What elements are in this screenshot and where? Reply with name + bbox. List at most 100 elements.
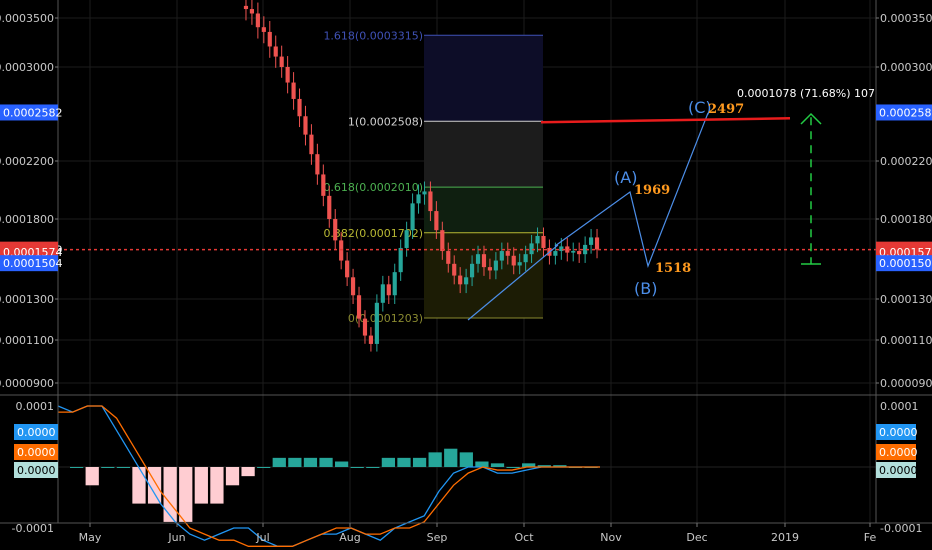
price-badge bbox=[0, 255, 58, 272]
wave-path bbox=[554, 112, 709, 268]
wave-label: (A) bbox=[614, 168, 637, 187]
candle-body bbox=[577, 251, 582, 255]
candle-body bbox=[255, 13, 260, 28]
osc-badge bbox=[876, 462, 916, 478]
x-tick-label: 2019 bbox=[771, 531, 799, 544]
fib-level-label: 0.382(0.0001702) bbox=[323, 227, 423, 240]
price-candles bbox=[58, 0, 876, 352]
histogram-bar bbox=[194, 467, 208, 504]
x-tick-label: Nov bbox=[600, 531, 622, 544]
candle-body bbox=[416, 194, 421, 204]
osc-badge-label: 0.0000 bbox=[879, 446, 918, 459]
measure-arrow bbox=[800, 112, 822, 125]
x-tick-label: Oct bbox=[514, 531, 534, 544]
osc-tick-label: 0.0001 bbox=[16, 400, 55, 413]
price-badge-label: 0.0001504 bbox=[3, 257, 63, 270]
y-tick-label: 0.0003000 bbox=[880, 61, 932, 74]
osc-badge-label: 0.0000 bbox=[879, 426, 918, 439]
target-line bbox=[540, 117, 791, 124]
histogram-bar bbox=[179, 467, 193, 522]
fib-band bbox=[424, 121, 543, 188]
histogram-bar bbox=[116, 467, 131, 468]
candle-body bbox=[362, 318, 368, 336]
x-tick-label: Aug bbox=[339, 531, 360, 544]
osc-tick-label: 0.0001 bbox=[880, 400, 919, 413]
candle-body bbox=[446, 251, 451, 264]
wave-drawings[interactable]: (A)1969 (B) 1518 (C)2497 0.0001078 (71.68%) … bbox=[467, 87, 875, 321]
x-tick-label: Fe bbox=[864, 531, 877, 544]
histogram-bar bbox=[475, 461, 489, 467]
candle-body bbox=[303, 116, 308, 135]
fib-band bbox=[424, 187, 543, 233]
candle-body bbox=[261, 27, 266, 32]
histogram-bar bbox=[381, 457, 396, 467]
x-tick-label: Dec bbox=[686, 531, 707, 544]
wave-number: 1518 bbox=[655, 261, 691, 276]
osc-badge-label: 0.0000 bbox=[17, 446, 56, 459]
fib-level-label: 1.618(0.0003315) bbox=[323, 29, 423, 42]
wave-number: 1969 bbox=[634, 183, 670, 198]
x-tick-label: Sep bbox=[427, 531, 448, 544]
candle-body bbox=[392, 272, 397, 296]
y-tick-label: 0.0001300 bbox=[0, 293, 54, 306]
candle-body bbox=[410, 203, 415, 231]
candle-body bbox=[267, 31, 272, 47]
histogram-bar bbox=[506, 467, 520, 468]
histogram-bar bbox=[397, 457, 411, 467]
fib-level-label: 1(0.0002508) bbox=[348, 115, 423, 128]
candle-body bbox=[333, 219, 338, 241]
histogram-bar bbox=[163, 467, 177, 522]
candle-body bbox=[535, 235, 540, 244]
histogram-bar bbox=[350, 467, 364, 468]
price-badge bbox=[876, 104, 932, 121]
histogram-bar bbox=[428, 452, 442, 467]
candle-body bbox=[434, 211, 439, 231]
candle-body bbox=[321, 174, 326, 196]
osc-badge-label: 0.0000 bbox=[17, 464, 56, 477]
candle-body bbox=[356, 295, 362, 319]
y-tick-label: 0.0001100 bbox=[0, 334, 54, 347]
histogram-bar bbox=[319, 457, 333, 467]
osc-badge bbox=[14, 424, 58, 440]
candle-body bbox=[594, 237, 600, 250]
price-badge bbox=[0, 104, 58, 121]
candle-body bbox=[345, 260, 350, 278]
y-tick-label: 0.0001100 bbox=[880, 334, 932, 347]
histogram-bar bbox=[522, 463, 536, 467]
candle-body bbox=[487, 267, 493, 271]
measure-label: 0.0001078 (71.68%) 107 bbox=[737, 87, 875, 100]
wave-label: (C) bbox=[688, 98, 712, 117]
candle-body bbox=[285, 67, 290, 83]
candle-body bbox=[571, 251, 576, 253]
candle-body bbox=[374, 302, 379, 344]
y-tick-label: 0.0002200 bbox=[880, 155, 932, 168]
candle-body bbox=[464, 277, 469, 285]
candle-body bbox=[309, 134, 314, 155]
candle-body bbox=[339, 240, 344, 261]
candle-body bbox=[386, 284, 391, 296]
histogram-bar bbox=[490, 463, 505, 467]
candle-body bbox=[452, 263, 457, 276]
candle-body bbox=[553, 251, 558, 256]
candle-body bbox=[588, 237, 594, 245]
histogram-bar bbox=[85, 467, 99, 486]
fib-level-label: 0.618(0.0002010) bbox=[323, 181, 423, 194]
y-tick-label: 0.0002200 bbox=[0, 155, 54, 168]
price-badge-label: 0.0002582 bbox=[879, 106, 932, 119]
candle-body bbox=[481, 254, 487, 268]
histogram-bar bbox=[335, 461, 349, 467]
candle-body bbox=[559, 246, 564, 252]
osc-badge bbox=[876, 424, 916, 440]
macd-indicator bbox=[57, 405, 876, 547]
histogram-bar bbox=[210, 467, 224, 504]
candle-body bbox=[315, 154, 320, 175]
y-tick-label: 0.0003500 bbox=[880, 12, 932, 25]
y-tick-label: 0.0001300 bbox=[880, 293, 932, 306]
fibonacci-retracement[interactable]: 1.618(0.0003315) 1(0.0002508) 0.618(0.0002… bbox=[323, 29, 543, 325]
histogram-bar bbox=[537, 465, 551, 467]
candle-body bbox=[380, 284, 385, 303]
candle-body bbox=[404, 230, 409, 248]
candle-body bbox=[327, 195, 332, 219]
histogram-bar bbox=[444, 448, 458, 467]
